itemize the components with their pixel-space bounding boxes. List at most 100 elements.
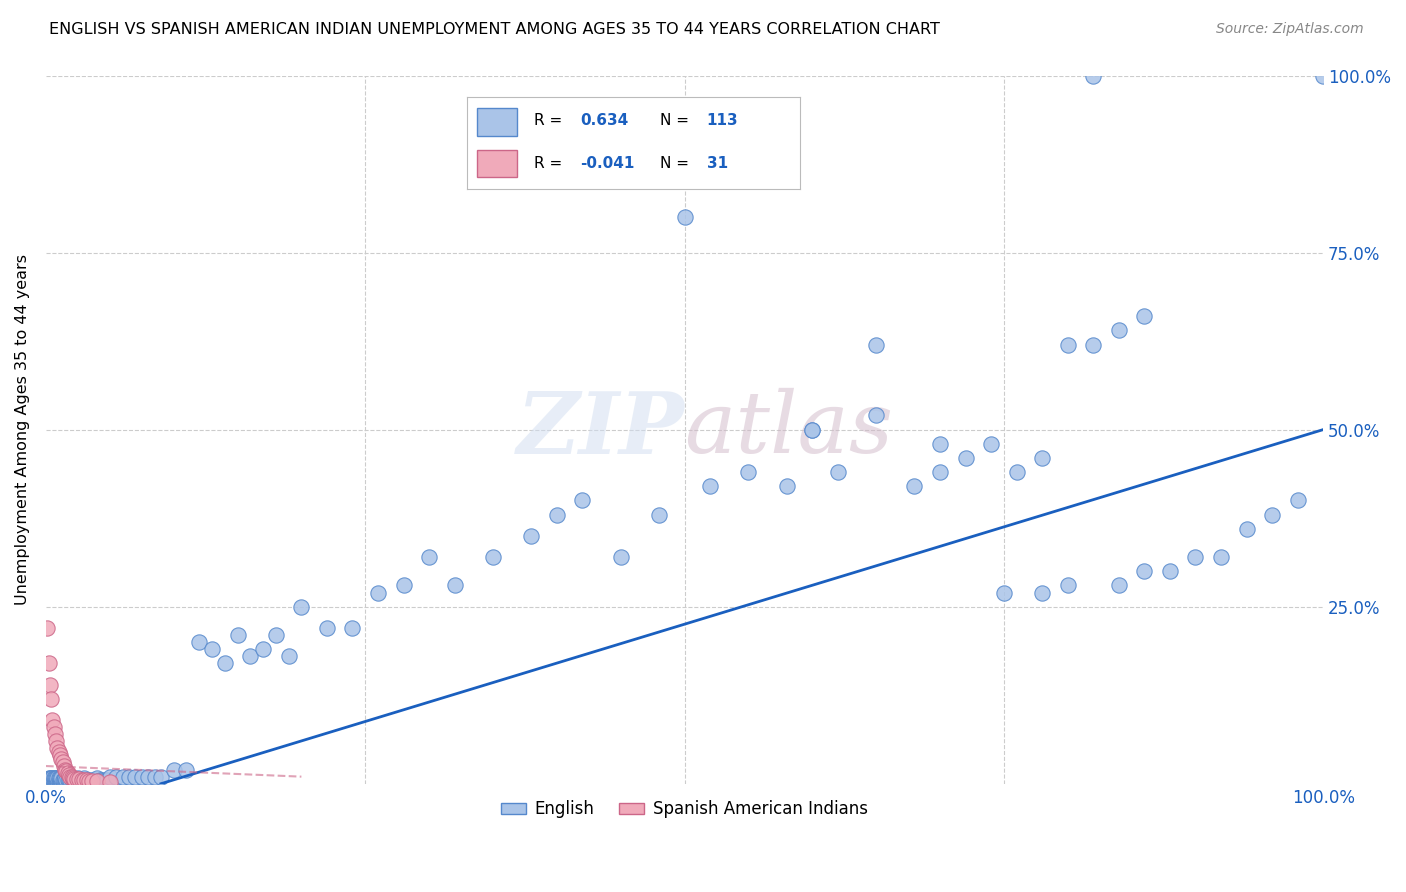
Point: [316, 621, 339, 635]
Point: [546, 508, 568, 522]
Point: [1184, 550, 1206, 565]
Point: [48, 773, 70, 788]
Point: [98, 770, 121, 784]
Point: [44, 727, 66, 741]
Point: [66, 771, 89, 785]
Point: [993, 585, 1015, 599]
Point: [48, 745, 70, 759]
Point: [89, 773, 111, 788]
Point: [929, 437, 952, 451]
Point: [63, 773, 86, 788]
Point: [46, 741, 69, 756]
Point: [367, 585, 389, 599]
Point: [37, 773, 59, 788]
Point: [76, 773, 98, 788]
Text: atlas: atlas: [685, 388, 894, 471]
Point: [79, 773, 101, 788]
Point: [865, 337, 887, 351]
Point: [1286, 493, 1309, 508]
Point: [76, 773, 98, 788]
Point: [37, 621, 59, 635]
Point: [699, 479, 721, 493]
Point: [96, 773, 118, 788]
Point: [58, 773, 80, 788]
Point: [827, 465, 849, 479]
Point: [48, 771, 70, 785]
Point: [70, 773, 93, 788]
Point: [60, 773, 83, 788]
Point: [1312, 69, 1334, 83]
Point: [673, 210, 696, 224]
Legend: English, Spanish American Indians: English, Spanish American Indians: [495, 794, 875, 825]
Point: [290, 599, 312, 614]
Point: [201, 642, 224, 657]
Point: [46, 773, 69, 788]
Point: [56, 773, 79, 788]
Point: [53, 773, 76, 788]
Point: [163, 763, 186, 777]
Point: [53, 771, 76, 785]
Point: [65, 773, 87, 788]
Point: [56, 766, 79, 780]
Point: [39, 773, 62, 788]
Point: [980, 437, 1002, 451]
Point: [105, 770, 128, 784]
Point: [776, 479, 799, 493]
Point: [1083, 69, 1105, 83]
Point: [131, 770, 153, 784]
Point: [93, 773, 115, 788]
Point: [392, 578, 415, 592]
Point: [49, 771, 72, 785]
Point: [149, 770, 172, 784]
Text: ENGLISH VS SPANISH AMERICAN INDIAN UNEMPLOYMENT AMONG AGES 35 TO 44 YEARS CORREL: ENGLISH VS SPANISH AMERICAN INDIAN UNEMP…: [49, 22, 941, 37]
Point: [443, 578, 465, 592]
Point: [1108, 323, 1130, 337]
Point: [45, 771, 67, 785]
Point: [65, 772, 87, 786]
Point: [264, 628, 287, 642]
Point: [46, 771, 69, 785]
Point: [80, 773, 103, 788]
Point: [342, 621, 364, 635]
Point: [1083, 337, 1105, 351]
Point: [801, 423, 824, 437]
Point: [801, 423, 824, 437]
Point: [73, 771, 96, 785]
Point: [51, 752, 73, 766]
Point: [59, 773, 82, 788]
Point: [1236, 522, 1258, 536]
Text: ZIP: ZIP: [516, 388, 685, 471]
Point: [41, 713, 63, 727]
Point: [1209, 550, 1232, 565]
Point: [80, 773, 103, 788]
Point: [44, 773, 66, 788]
Point: [124, 770, 146, 784]
Point: [39, 771, 62, 785]
Point: [609, 550, 631, 565]
Point: [44, 771, 66, 785]
Point: [571, 493, 593, 508]
Point: [58, 768, 80, 782]
Point: [252, 642, 274, 657]
Point: [1056, 578, 1078, 592]
Point: [903, 479, 925, 493]
Point: [418, 550, 440, 565]
Point: [91, 773, 114, 788]
Point: [520, 529, 543, 543]
Point: [51, 773, 73, 788]
Point: [1159, 564, 1181, 578]
Point: [63, 772, 86, 786]
Point: [98, 774, 121, 789]
Point: [70, 773, 93, 788]
Point: [45, 734, 67, 748]
Point: [62, 771, 84, 785]
Point: [45, 773, 67, 788]
Point: [111, 770, 134, 784]
Point: [86, 773, 108, 788]
Text: Source: ZipAtlas.com: Source: ZipAtlas.com: [1216, 22, 1364, 37]
Point: [67, 773, 90, 788]
Point: [482, 550, 505, 565]
Point: [51, 771, 73, 785]
Point: [86, 771, 108, 785]
Point: [1031, 585, 1053, 599]
